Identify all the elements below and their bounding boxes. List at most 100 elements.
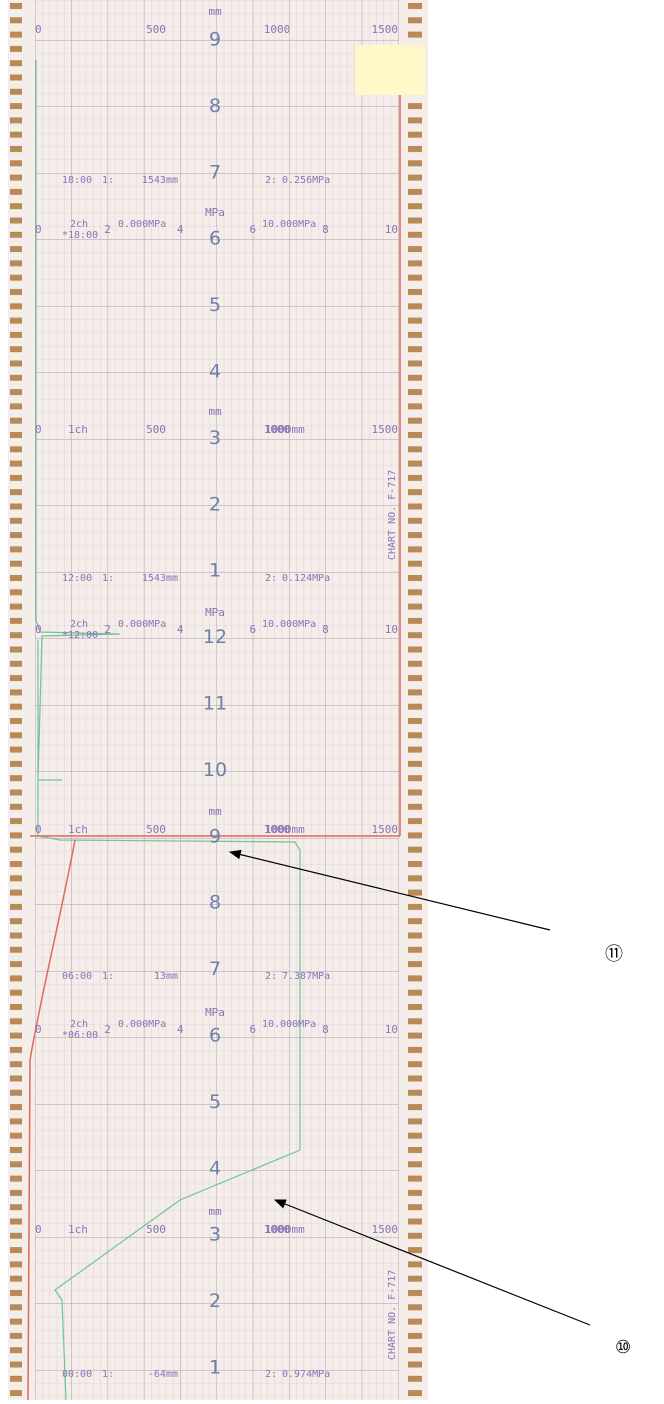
scale-unit: mm: [208, 1205, 222, 1218]
scale-tick: 4: [177, 223, 184, 236]
hour-label: 8: [209, 95, 221, 117]
channel-label: 1ch: [68, 1223, 88, 1236]
record-value: 7.387MPa: [282, 971, 330, 982]
scale-tick: 1000: [264, 23, 291, 36]
chart-strip-scan: ⑪ ⑩ 987654321121110987654321mm0500100015…: [0, 0, 664, 1400]
scale-tick: 2: [104, 623, 111, 636]
record-label: 1:: [102, 971, 114, 982]
hour-label: 4: [209, 1157, 221, 1179]
record-value: 13mm: [154, 971, 178, 982]
scale-tick: 4: [177, 1023, 184, 1036]
scale-tick: 500: [146, 1223, 166, 1236]
scale-tick: 8: [322, 1023, 329, 1036]
record-value: 1543mm: [142, 573, 178, 584]
scale-tick: 6: [249, 223, 256, 236]
scale-tick: 0: [35, 423, 42, 436]
hour-label: 6: [209, 1025, 221, 1047]
scale-tick: 10: [385, 1023, 398, 1036]
record-label: 2:: [265, 1369, 277, 1380]
hour-label: 12: [203, 626, 227, 648]
record-max: 10.000MPa: [262, 619, 316, 630]
record-value: 0.124MPa: [282, 573, 330, 584]
record-label: 2:: [265, 175, 277, 186]
record-min: 0.000MPa: [118, 219, 166, 230]
scale-tick: 1500: [372, 823, 399, 836]
hour-label: 2: [209, 1290, 221, 1312]
record-time: 12:00: [62, 573, 92, 584]
scale-tick: 1500: [372, 23, 399, 36]
hour-label: 7: [209, 161, 221, 183]
record-time: *12:00: [62, 630, 98, 641]
scale-tick: 0: [35, 23, 42, 36]
scale-unit: mm: [208, 405, 222, 418]
scale-tick: 0: [35, 823, 42, 836]
hour-label: 1: [209, 1357, 221, 1379]
scale-tick: 0: [35, 1223, 42, 1236]
record-time: 00:00: [62, 1369, 92, 1380]
hour-label: 3: [209, 1224, 221, 1246]
scale-tick: 10: [385, 623, 398, 636]
scale-tick: 1500: [372, 1223, 399, 1236]
record-label: 1:: [102, 573, 114, 584]
scale-end: 1000mm: [265, 823, 305, 836]
sticky-note: [355, 45, 425, 95]
channel-label: 1ch: [68, 823, 88, 836]
hour-label: 8: [209, 892, 221, 914]
record-max: 10.000MPa: [262, 219, 316, 230]
hour-label: 5: [209, 294, 221, 316]
hour-label: 11: [203, 693, 227, 715]
record-value: 0.256MPa: [282, 175, 330, 186]
hour-label: 5: [209, 1091, 221, 1113]
scale-unit: MPa: [205, 1006, 225, 1019]
record-time: *06:00: [62, 1030, 98, 1041]
scale-unit: mm: [208, 805, 222, 818]
annotation: ⑩: [615, 1337, 631, 1358]
sprocket-holes-left: [10, 0, 22, 1400]
scale-tick: 500: [146, 823, 166, 836]
scale-tick: 0: [35, 623, 42, 636]
hour-label: 6: [209, 228, 221, 250]
scale-tick: 0: [35, 223, 42, 236]
scale-tick: 6: [249, 1023, 256, 1036]
scale-tick: 2: [104, 223, 111, 236]
record-value: 0.974MPa: [282, 1369, 330, 1380]
hour-label: 7: [209, 958, 221, 980]
chart-number: CHART NO. F-717: [387, 1270, 398, 1360]
scale-tick: 4: [177, 623, 184, 636]
record-label: 1:: [102, 1369, 114, 1380]
hour-label: 10: [203, 759, 227, 781]
scale-tick: 500: [146, 423, 166, 436]
record-time: 06:00: [62, 971, 92, 982]
record-channel: 2ch: [70, 1019, 88, 1030]
scale-tick: 10: [385, 223, 398, 236]
scale-unit: MPa: [205, 606, 225, 619]
record-time: 18:00: [62, 175, 92, 186]
record-channel: 2ch: [70, 219, 88, 230]
record-max: 10.000MPa: [262, 1019, 316, 1030]
scale-tick: 8: [322, 223, 329, 236]
record-value: -64mm: [148, 1369, 178, 1380]
hour-label: 9: [209, 825, 221, 847]
scale-tick: 0: [35, 1023, 42, 1036]
record-time: *18:00: [62, 230, 98, 241]
scale-tick: 1500: [372, 423, 399, 436]
record-value: 1543mm: [142, 175, 178, 186]
scale-tick: 500: [146, 23, 166, 36]
hour-label: 9: [209, 29, 221, 51]
hour-label: 4: [209, 361, 221, 383]
chart-number: CHART NO. F-717: [387, 470, 398, 560]
record-label: 2:: [265, 573, 277, 584]
hour-label: 2: [209, 493, 221, 515]
annotation: ⑪: [605, 944, 623, 965]
sprocket-holes-right: [408, 0, 422, 1400]
scale-tick: 2: [104, 1023, 111, 1036]
record-min: 0.000MPa: [118, 1019, 166, 1030]
hour-label: 1: [209, 560, 221, 582]
scale-tick: 8: [322, 623, 329, 636]
scale-unit: mm: [208, 5, 222, 18]
scale-tick: 6: [249, 623, 256, 636]
record-min: 0.000MPa: [118, 619, 166, 630]
hour-label: 3: [209, 427, 221, 449]
scale-end: 1000mm: [265, 423, 305, 436]
scale-unit: MPa: [205, 206, 225, 219]
